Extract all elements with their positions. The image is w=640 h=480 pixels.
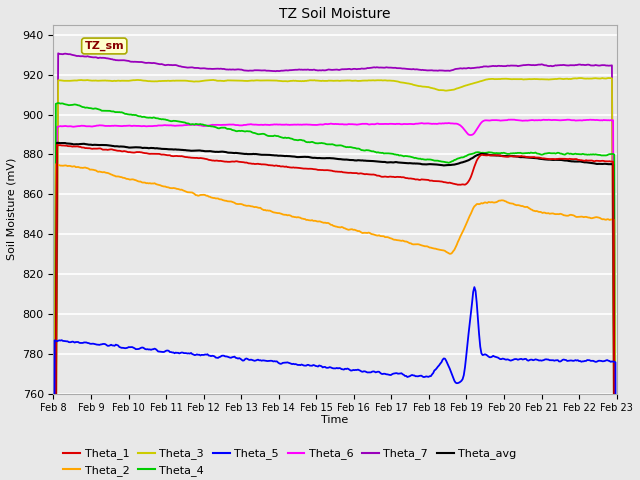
Text: TZ_sm: TZ_sm	[84, 41, 124, 51]
X-axis label: Time: Time	[321, 415, 349, 425]
Y-axis label: Soil Moisture (mV): Soil Moisture (mV)	[7, 158, 17, 261]
Title: TZ Soil Moisture: TZ Soil Moisture	[279, 7, 391, 21]
Legend: Theta_7, Theta_avg: Theta_7, Theta_avg	[81, 479, 234, 480]
